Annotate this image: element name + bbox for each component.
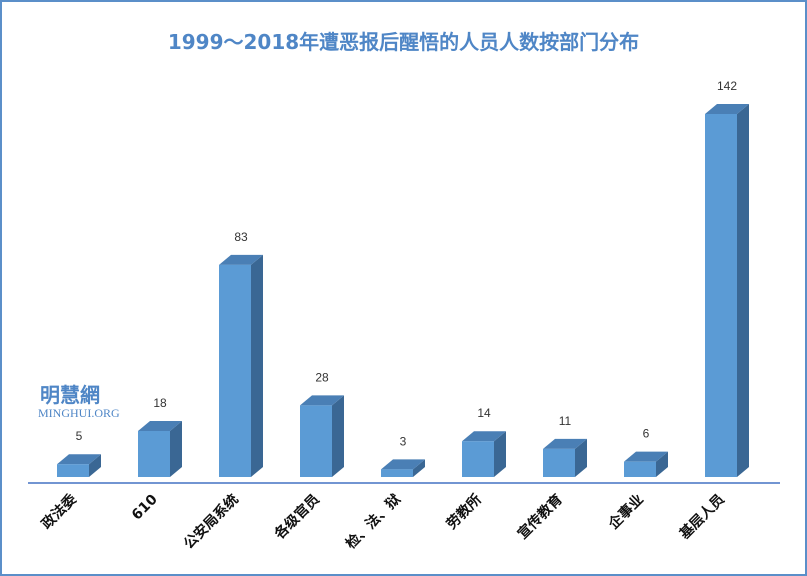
bar (219, 264, 251, 477)
bar (300, 405, 332, 477)
category-label: 政法委 (38, 491, 80, 533)
data-label: 28 (315, 370, 329, 384)
bar (138, 430, 170, 477)
bar (57, 464, 89, 477)
bar-side-face (251, 254, 263, 477)
bar-side-face (494, 431, 506, 477)
category-label: 基层人员 (676, 491, 728, 543)
bar-side-face (170, 420, 182, 477)
bar-top-face (705, 104, 749, 114)
chart-title: 1999～2018年遭恶报后醒悟的人员人数按部门分布 (167, 30, 640, 54)
bar-top-face (219, 254, 263, 265)
bar-top-face (543, 438, 587, 449)
watermark: 明慧網 MINGHUI.ORG (38, 383, 120, 420)
data-label: 18 (153, 396, 167, 410)
data-label: 14 (477, 406, 491, 420)
bar-side-face (656, 451, 668, 477)
bar-top-face (381, 459, 425, 470)
data-label: 83 (234, 230, 248, 244)
bar-top-face (624, 451, 668, 462)
data-label: 11 (559, 414, 572, 428)
data-label: 6 (643, 427, 650, 441)
bar-top-face (300, 395, 344, 406)
bar-side-face (737, 104, 749, 477)
bar (381, 469, 413, 477)
bar (543, 448, 575, 477)
category-label: 各级官员 (271, 491, 323, 543)
data-label: 142 (717, 79, 737, 93)
watermark-chinese: 明慧網 (40, 383, 100, 407)
bar-top-face (138, 420, 182, 431)
bar (624, 461, 656, 477)
data-label: 5 (76, 429, 83, 443)
bar-side-face (413, 459, 425, 477)
bar-top-face (57, 454, 101, 465)
bar-top-face (462, 431, 506, 442)
watermark-english: MINGHUI.ORG (38, 406, 120, 420)
data-label: 3 (400, 434, 407, 448)
bar (705, 114, 737, 477)
category-label: 610 (129, 491, 161, 523)
category-label: 劳教所 (443, 491, 485, 533)
category-label: 公安局系统 (180, 491, 242, 553)
bar (462, 441, 494, 477)
labels-group: 5 政法委 18 610 83 公安局系统 28 各级官员 3 检、法、狱 14 劳教所 11 宣传教育 6… (38, 79, 737, 552)
bar-side-face (575, 438, 587, 477)
category-label: 检、法、狱 (342, 491, 404, 553)
category-label: 企事业 (604, 491, 646, 533)
category-label: 宣传教育 (514, 491, 566, 543)
bar-side-face (89, 454, 101, 477)
bars-group (57, 104, 749, 477)
bar-side-face (332, 395, 344, 477)
